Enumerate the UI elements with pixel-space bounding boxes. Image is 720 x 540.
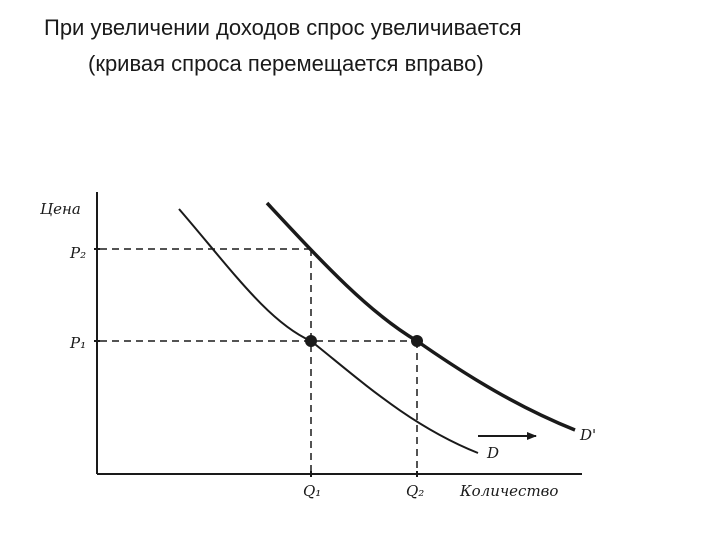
curve-label-d-prime: D': [579, 426, 596, 444]
slide-title-line-2: (кривая спроса перемещается вправо): [88, 51, 484, 76]
demand-curve-d: [178, 208, 479, 454]
equilibrium-point-q2: [411, 335, 423, 347]
quantity-label-q2: Q₂: [406, 482, 424, 500]
equilibrium-point-q1: [305, 335, 317, 347]
slide-title-line-1: При увеличении доходов спрос увеличивает…: [44, 15, 522, 40]
curve-label-d: D: [486, 444, 499, 462]
price-label-p2: P₂: [69, 244, 86, 262]
y-axis-label: Цена: [40, 200, 81, 218]
quantity-label-q1: Q₁: [303, 482, 321, 500]
x-axis-label: Количество: [459, 482, 558, 500]
price-label-p1: P₁: [69, 334, 86, 352]
demand-curve-d-prime: [265, 201, 576, 432]
